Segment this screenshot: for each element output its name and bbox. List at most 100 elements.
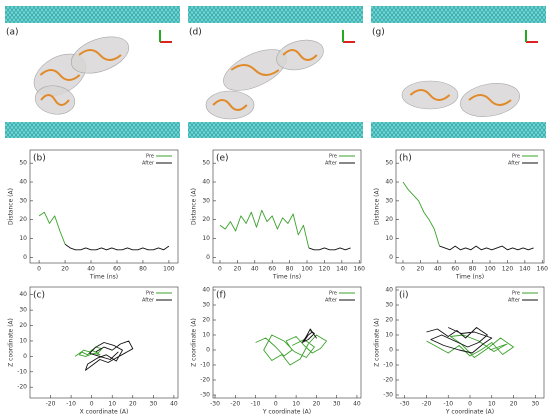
legend-label: Pre (512, 291, 520, 297)
y-tick-label: 0 (389, 254, 393, 261)
x-tick-label: 20 (234, 266, 242, 273)
plot-frame (395, 149, 545, 264)
plot-frame (212, 149, 362, 264)
protein-ribbon (78, 49, 122, 61)
x-tick-label: 40 (353, 401, 361, 408)
membrane-slab (371, 6, 546, 23)
y-tick-label: 10 (385, 332, 393, 339)
x-tick-label: -10 (443, 401, 453, 408)
series-line (74, 346, 103, 357)
panel-label: (d) (189, 28, 202, 38)
y-tick-label: -10 (17, 368, 27, 375)
y-tick-label: -10 (383, 362, 393, 369)
membrane-slab (5, 6, 180, 23)
legend-label: Pre (146, 291, 154, 297)
x-tick-label: 60 (451, 266, 459, 273)
legend-label: Pre (512, 154, 520, 160)
series-line (38, 211, 66, 245)
x-tick-label: 10 (292, 401, 300, 408)
y-axis-label: Z coordinate (A) (191, 318, 198, 367)
series-line (255, 334, 327, 366)
x-tick-label: 20 (313, 401, 321, 408)
x-tick-label: 100 (484, 266, 496, 273)
x-tick-label: 80 (469, 266, 477, 273)
y-tick-label: 30 (385, 197, 393, 204)
y-tick-label: 30 (385, 302, 393, 309)
y-axis-label: Z coordinate (A) (374, 318, 381, 367)
panel-label: (a) (6, 28, 19, 38)
y-tick-label: 40 (19, 291, 27, 298)
series-line (426, 334, 514, 358)
y-tick-label: 30 (19, 197, 27, 204)
x-axis-label: Time (ns) (455, 274, 484, 281)
y-tick-label: 40 (202, 287, 210, 294)
y-tick-label: 20 (202, 216, 210, 223)
y-tick-label: 50 (19, 160, 27, 167)
x-tick-label: 100 (301, 266, 313, 273)
legend-label: After (508, 161, 521, 167)
x-tick-label: 0 (90, 401, 94, 408)
membrane-slab (371, 122, 546, 138)
x-tick-label: 20 (129, 401, 137, 408)
x-tick-label: -20 (46, 401, 56, 408)
plot-frame (212, 286, 362, 399)
y-tick-label: 50 (202, 160, 210, 167)
x-tick-label: 120 (502, 266, 514, 273)
legend-label: Pre (329, 291, 337, 297)
y-tick-label: 30 (202, 197, 210, 204)
y-tick-label: -20 (200, 377, 210, 384)
x-axis-label: Y coordinate (A) (445, 409, 494, 416)
x-tick-label: 30 (150, 401, 158, 408)
y-tick-label: 40 (19, 179, 27, 186)
protein-ribbon (468, 94, 512, 106)
series-line (402, 181, 440, 247)
y-tick-label: 40 (202, 179, 210, 186)
y-tick-label: -20 (383, 377, 393, 384)
x-tick-label: 10 (488, 401, 496, 408)
y-tick-label: 10 (202, 332, 210, 339)
x-tick-label: 20 (510, 401, 518, 408)
legend-label: After (325, 161, 338, 167)
plot-frame (29, 149, 179, 264)
x-axis-label: Y coordinate (A) (262, 409, 311, 416)
membrane-slab (188, 6, 363, 23)
y-tick-label: 20 (385, 317, 393, 324)
y-tick-label: 10 (19, 337, 27, 344)
x-tick-label: 10 (108, 401, 116, 408)
x-tick-label: 40 (251, 266, 259, 273)
x-tick-label: -10 (66, 401, 76, 408)
x-tick-label: -30 (210, 401, 220, 408)
x-tick-label: 60 (268, 266, 276, 273)
x-tick-label: 0 (37, 266, 41, 273)
legend-label: After (508, 298, 521, 304)
x-axis-label: Time (ns) (89, 274, 118, 281)
membrane-slab (5, 122, 180, 138)
y-tick-label: -20 (17, 384, 27, 391)
panel-label: (i) (399, 291, 409, 301)
y-tick-label: 10 (202, 235, 210, 242)
y-tick-label: 0 (23, 353, 27, 360)
y-tick-label: 0 (389, 347, 393, 354)
x-tick-label: 20 (417, 266, 425, 273)
series-line (64, 243, 170, 251)
x-tick-label: 160 (354, 266, 366, 273)
x-tick-label: -30 (400, 401, 410, 408)
x-tick-label: 20 (61, 266, 69, 273)
protein-ribbon (39, 69, 81, 81)
legend-label: After (142, 161, 155, 167)
series-line (308, 247, 351, 251)
y-tick-label: 20 (19, 216, 27, 223)
y-tick-label: 20 (385, 216, 393, 223)
plot-frame (29, 286, 179, 399)
x-tick-label: 140 (519, 266, 531, 273)
y-tick-label: 40 (385, 179, 393, 186)
legend-label: After (325, 298, 338, 304)
x-axis-label: X coordinate (A) (80, 409, 129, 416)
x-tick-label: 160 (537, 266, 549, 273)
panel-label: (e) (216, 154, 229, 164)
y-tick-label: 30 (202, 302, 210, 309)
panel-label: (c) (33, 291, 45, 301)
protein-ribbon (212, 99, 248, 111)
